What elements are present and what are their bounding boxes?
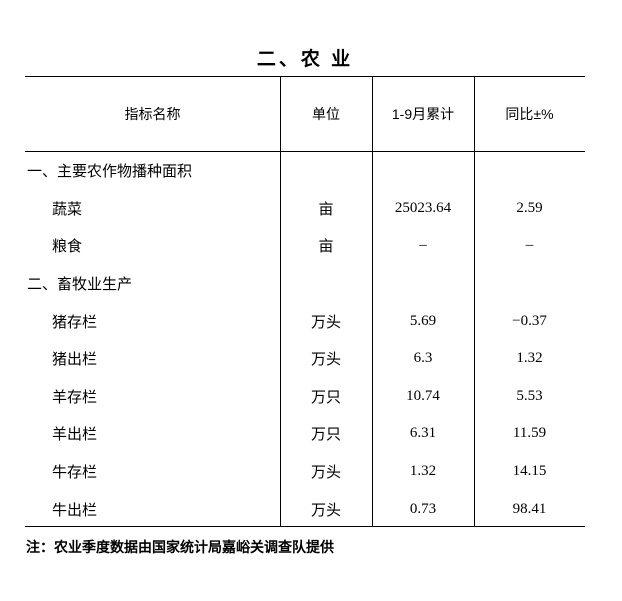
indicator-name: 一、主要农作物播种面积: [27, 164, 193, 181]
header-indicator: 指标名称: [124, 106, 181, 122]
indicator-name: 猪存栏: [52, 314, 98, 331]
table-row: 牛出栏 万头 0.73 98.41: [25, 490, 585, 528]
yoy-change: 2.59: [516, 199, 543, 216]
cumulative-value: 6.31: [409, 425, 437, 442]
yoy-change: 5.53: [516, 387, 543, 404]
indicator-name: 羊存栏: [52, 389, 98, 406]
agriculture-table: 指标名称 单位 1-9月累计 同比±% 一、主要农作物播种面积 蔬菜亩 25023.…: [25, 76, 585, 527]
table-row: 猪出栏 万头 6.3 1.32: [25, 340, 585, 378]
header-unit: 单位: [312, 106, 340, 122]
unit-cell: 万只: [310, 427, 341, 444]
section-row: 一、主要农作物播种面积: [25, 152, 585, 190]
yoy-change: –: [525, 237, 534, 254]
header-yoy: 同比±%: [505, 106, 554, 122]
indicator-name: 二、畜牧业生产: [27, 277, 133, 294]
unit-cell: 万头: [310, 352, 341, 369]
indicator-name: 蔬菜: [52, 201, 83, 218]
table-row: 猪存栏 万头 5.69 −0.37: [25, 302, 585, 340]
yoy-change: 98.41: [512, 500, 547, 517]
header-cumulative: 1-9月累计: [391, 106, 455, 122]
indicator-name: 羊出栏: [52, 427, 98, 444]
indicator-name: 牛存栏: [52, 465, 98, 482]
unit-cell: 万只: [310, 389, 341, 406]
yoy-change: 1.32: [516, 350, 543, 367]
cumulative-value: 10.74: [406, 387, 440, 404]
column-divider: [280, 77, 281, 526]
cumulative-value: 25023.64: [394, 199, 452, 216]
unit-cell: 亩: [318, 201, 334, 218]
footnote: 注：农业季度数据由国家统计局嘉峪关调查队提供: [26, 539, 334, 555]
cumulative-value: 5.69: [409, 312, 437, 329]
cumulative-value: 1.32: [409, 463, 437, 480]
cumulative-value: 6.3: [413, 350, 433, 367]
unit-cell: 亩: [318, 239, 334, 256]
table-row: 牛存栏 万头 1.32 14.15: [25, 453, 585, 491]
indicator-name: 牛出栏: [52, 502, 98, 519]
table-row: 羊存栏 万只 10.74 5.53: [25, 378, 585, 416]
unit-cell: 万头: [310, 314, 341, 331]
section-row: 二、畜牧业生产: [25, 265, 585, 303]
yoy-change: 14.15: [512, 463, 547, 480]
column-divider: [474, 77, 475, 526]
yoy-change: 11.59: [512, 425, 547, 442]
header-divider: [25, 151, 585, 152]
column-divider: [372, 77, 373, 526]
section-title: 二、农 业: [256, 49, 354, 70]
table-row: 蔬菜 亩 25023.64 2.59: [25, 190, 585, 228]
unit-cell: 万头: [310, 465, 341, 482]
indicator-name: 猪出栏: [52, 352, 98, 369]
table-row: 粮食 亩 – –: [25, 227, 585, 265]
cumulative-value: –: [419, 237, 427, 254]
cumulative-value: 0.73: [409, 500, 437, 517]
yoy-change: −0.37: [512, 312, 547, 329]
unit-cell: 万头: [310, 502, 341, 519]
indicator-name: 粮食: [52, 239, 83, 256]
table-row: 羊出栏 万只 6.31 11.59: [25, 415, 585, 453]
